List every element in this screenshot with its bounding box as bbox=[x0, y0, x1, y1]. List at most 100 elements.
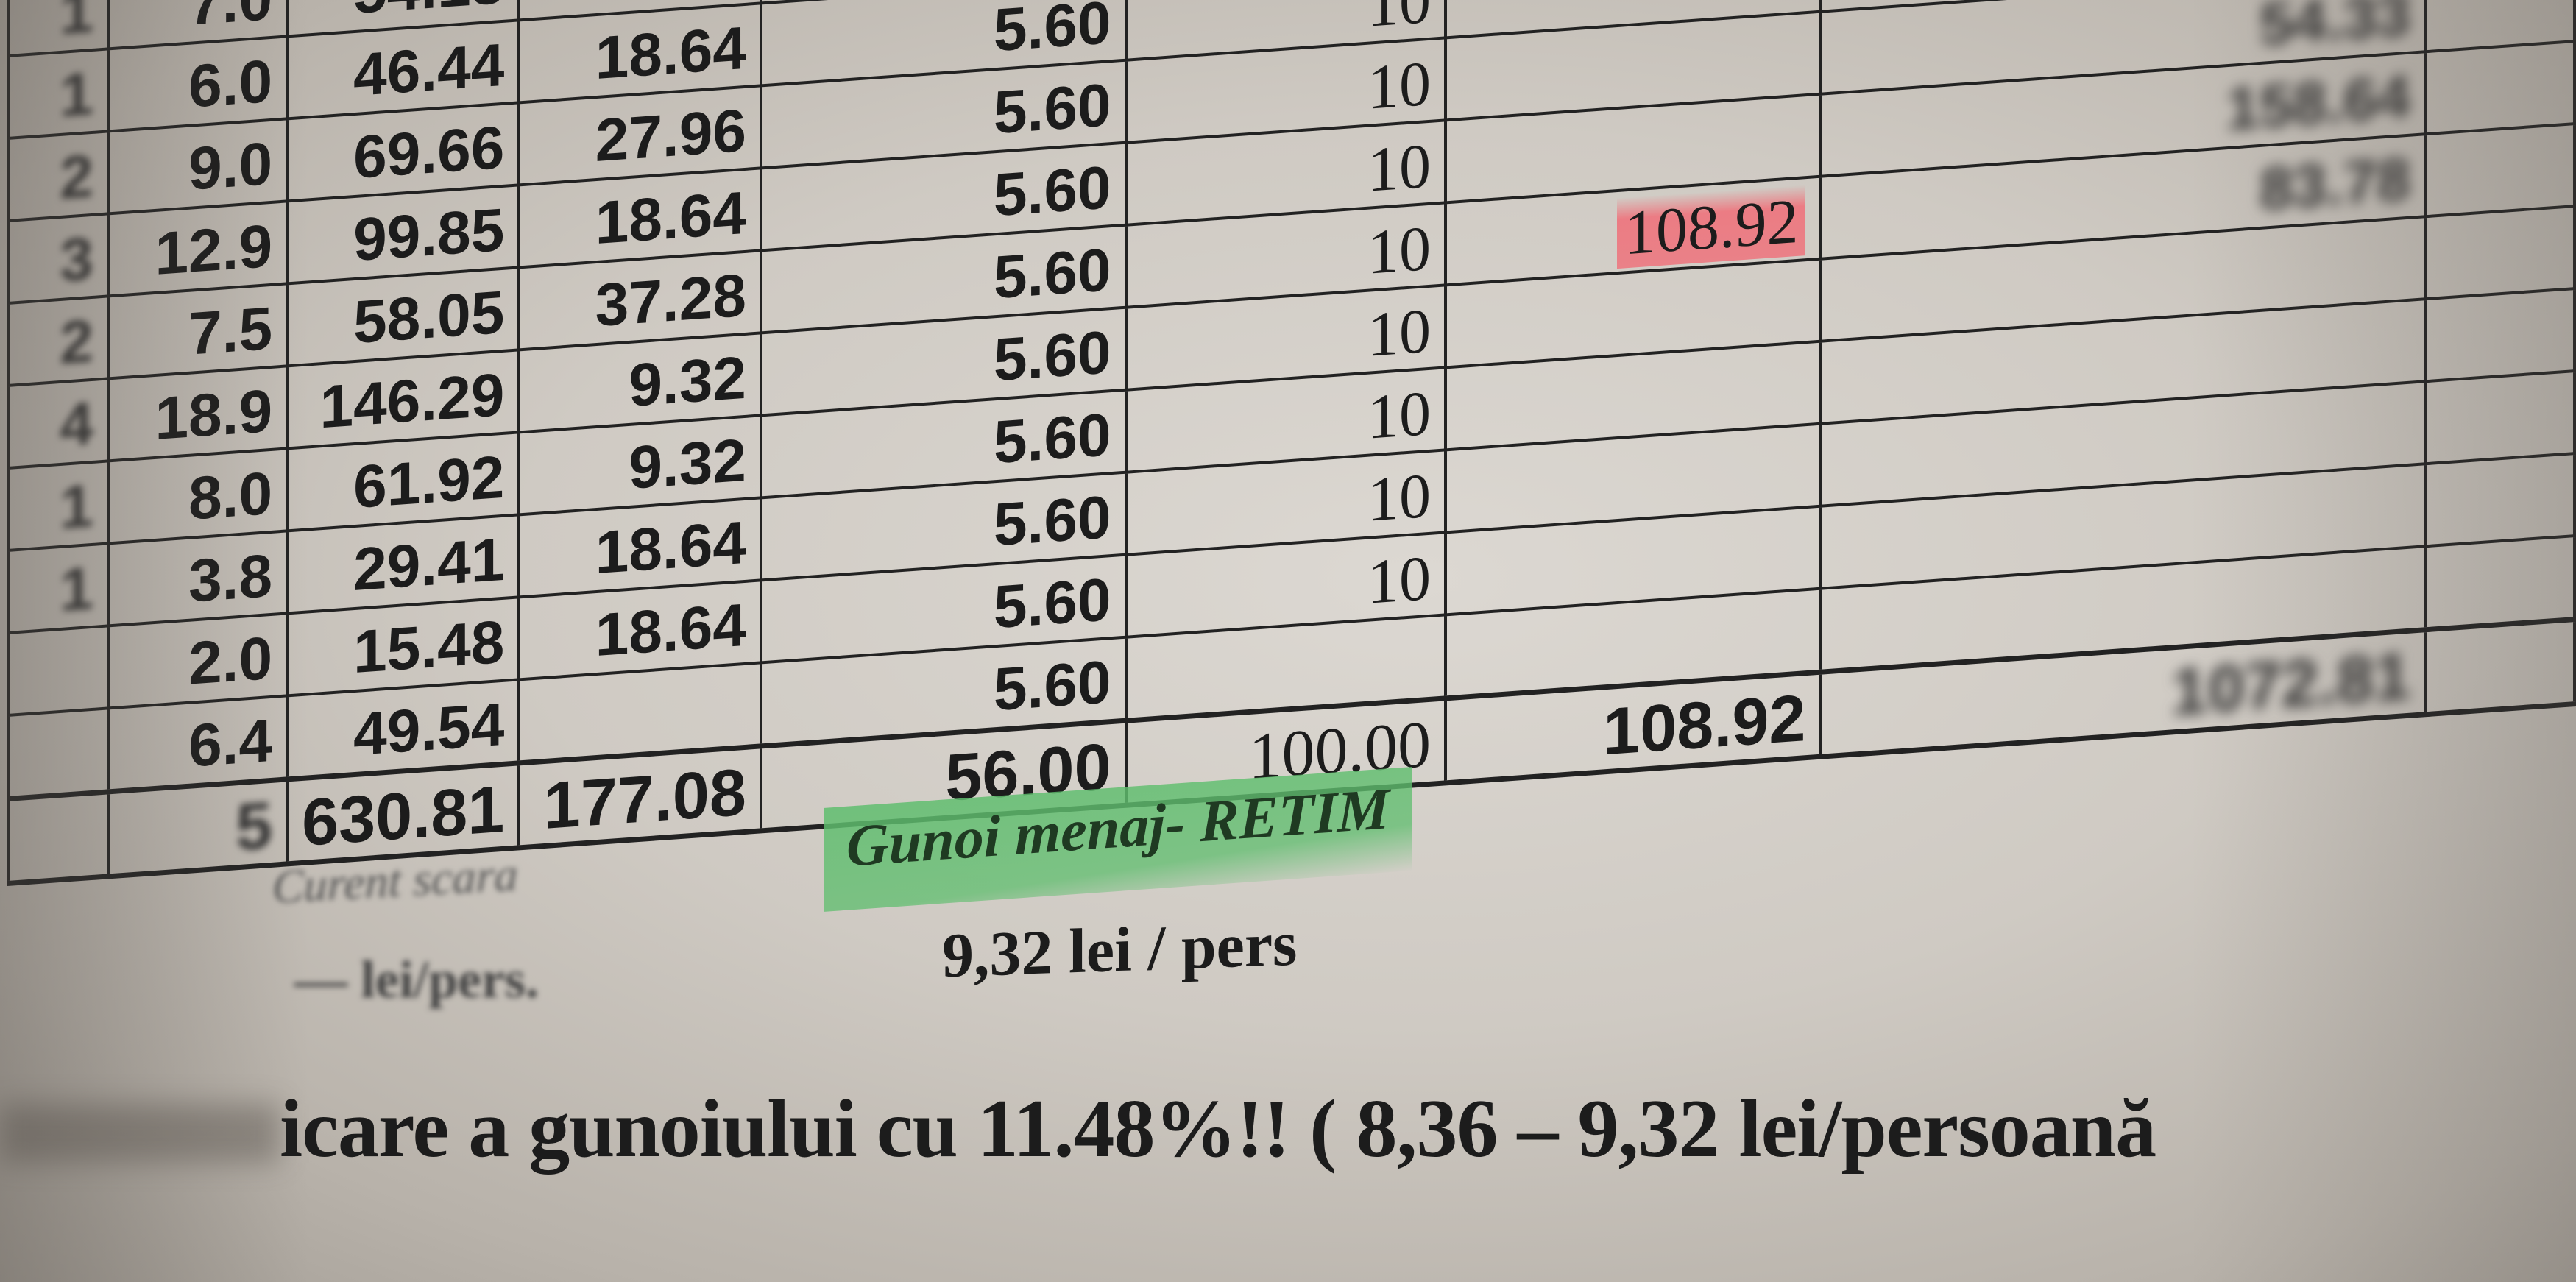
cell-value: 10 bbox=[1367, 212, 1431, 288]
cell-c2: 15.48 bbox=[287, 597, 520, 696]
cell-pers: 1 bbox=[9, 0, 108, 56]
cell-value: 10 bbox=[1367, 130, 1431, 205]
cell-c2: 61.92 bbox=[287, 432, 520, 531]
cell-value: 630.81 bbox=[302, 772, 505, 861]
cell-value: 5.60 bbox=[993, 236, 1111, 312]
cell-value: 37.28 bbox=[595, 261, 746, 340]
cell-consum: 9.0 bbox=[107, 118, 288, 214]
cell-c2: 146.29 bbox=[287, 350, 520, 449]
cell-extra bbox=[2425, 536, 2575, 630]
cell-c2: 29.41 bbox=[287, 514, 520, 614]
cell-value: 18.9 bbox=[155, 377, 273, 453]
cell-value: 2 bbox=[60, 142, 93, 213]
cell-value: 29.41 bbox=[353, 525, 505, 604]
cell-value: 5.60 bbox=[993, 401, 1111, 477]
cell-c2: 69.66 bbox=[287, 102, 520, 202]
cell-c2: 58.05 bbox=[287, 267, 520, 366]
cell-consum: 18.9 bbox=[107, 366, 288, 461]
cell-extra bbox=[2425, 453, 2575, 547]
price-table: Consum17.054.189.325.6010199.1716.046.44… bbox=[7, 0, 2576, 886]
cell-value: 46.44 bbox=[353, 31, 505, 110]
gunoi-price: 9,32 lei / pers bbox=[942, 907, 1298, 991]
cell-value: 10 bbox=[1367, 459, 1431, 535]
cell-c2: 46.44 bbox=[287, 20, 520, 119]
cell-value: 3 bbox=[60, 224, 93, 295]
cell-consum: 2.0 bbox=[107, 613, 288, 709]
blurred-text bbox=[0, 1104, 280, 1163]
cell-value: 69.66 bbox=[353, 113, 505, 192]
cell-consum: 6.0 bbox=[107, 36, 288, 132]
cell-value: 1 bbox=[60, 0, 93, 48]
cell-extra bbox=[2425, 619, 2575, 715]
cell-value: 5.60 bbox=[993, 484, 1111, 559]
cell-value: 5.60 bbox=[993, 154, 1111, 230]
cell-value: 5.60 bbox=[993, 566, 1111, 642]
cell-consum: 3.8 bbox=[107, 531, 288, 626]
cell-value: 99.85 bbox=[353, 196, 505, 275]
cell-pers: 4 bbox=[9, 378, 108, 468]
highlighted-value: 108.92 bbox=[1616, 185, 1806, 269]
cell-value: 18.64 bbox=[595, 591, 746, 670]
cell-value: 1 bbox=[60, 60, 93, 130]
cell-extra bbox=[2425, 41, 2575, 135]
cell-value: 5.60 bbox=[993, 71, 1111, 147]
cell-pers: 1 bbox=[9, 461, 108, 550]
cell-value: 10 bbox=[1367, 377, 1431, 453]
cell-value: 6.0 bbox=[188, 47, 273, 121]
cell-value: 12.9 bbox=[155, 212, 273, 288]
cell-extra bbox=[2425, 206, 2575, 300]
cell-value: 9.32 bbox=[629, 344, 746, 419]
cell-value: 1 bbox=[60, 554, 93, 625]
cell-value: 10 bbox=[1367, 0, 1431, 40]
cell-c2: 49.54 bbox=[287, 679, 520, 779]
cell-consum: 6.4 bbox=[107, 695, 288, 792]
cell-pers: 2 bbox=[9, 296, 108, 386]
cell-value: 7.5 bbox=[188, 294, 273, 368]
cell-extra bbox=[2425, 371, 2575, 464]
cell-value: 5.60 bbox=[993, 648, 1111, 724]
lei-pers-label: — lei/pers. bbox=[294, 950, 539, 1009]
cell-consum: 12.9 bbox=[107, 201, 288, 297]
cell-value: 18.64 bbox=[595, 179, 746, 258]
cell-value: 9.0 bbox=[188, 130, 273, 203]
cell-value: 5.60 bbox=[993, 0, 1111, 65]
cell-extra bbox=[2425, 124, 2575, 217]
cell-value: 146.29 bbox=[319, 361, 505, 442]
cell-value: 54.33 bbox=[2259, 0, 2411, 59]
cell-value: 18.64 bbox=[595, 14, 746, 93]
cell-consum: 5 bbox=[107, 779, 288, 876]
cell-consum: 7.5 bbox=[107, 283, 288, 379]
cell-value: 61.92 bbox=[353, 443, 505, 522]
cell-value: 158.64 bbox=[2226, 63, 2411, 144]
cell-value: 27.96 bbox=[595, 96, 746, 175]
cell-value: 10 bbox=[1367, 294, 1431, 370]
cell-pers: 3 bbox=[9, 213, 108, 303]
cell-pers bbox=[9, 626, 108, 715]
cell-value: 3.8 bbox=[188, 542, 273, 615]
cell-value: 18.64 bbox=[595, 509, 746, 587]
cell-value: 10 bbox=[1367, 542, 1431, 617]
cell-pers: 2 bbox=[9, 131, 108, 221]
cell-consum: 8.0 bbox=[107, 448, 288, 544]
cell-pers: 1 bbox=[9, 49, 108, 138]
increase-note: icare a gunoiului cu 11.48%!! ( 8,36 – 9… bbox=[280, 1083, 2156, 1175]
cell-value: 9.32 bbox=[629, 426, 746, 502]
cell-value: 1072.81 bbox=[2170, 639, 2411, 730]
cell-value: 83.78 bbox=[2259, 145, 2411, 224]
cell-value: 108.92 bbox=[1603, 681, 1806, 770]
cell-value: 10 bbox=[1367, 47, 1431, 123]
cell-value: 8.0 bbox=[188, 459, 273, 533]
cell-value: 2 bbox=[60, 307, 93, 378]
cell-value: 2.0 bbox=[188, 624, 273, 698]
cell-c3: 177.08 bbox=[519, 746, 761, 848]
cell-pers bbox=[9, 791, 108, 884]
cell-value: 49.54 bbox=[353, 690, 505, 769]
cell-extra bbox=[2425, 288, 2575, 382]
cell-value: 5 bbox=[236, 788, 273, 865]
cell-value: 4 bbox=[60, 389, 93, 460]
cell-value: 1 bbox=[60, 472, 93, 542]
cell-value: 5.60 bbox=[993, 319, 1111, 394]
cell-value: 177.08 bbox=[543, 755, 746, 844]
cell-value: 15.48 bbox=[353, 608, 505, 687]
cell-value: 6.4 bbox=[188, 706, 273, 780]
